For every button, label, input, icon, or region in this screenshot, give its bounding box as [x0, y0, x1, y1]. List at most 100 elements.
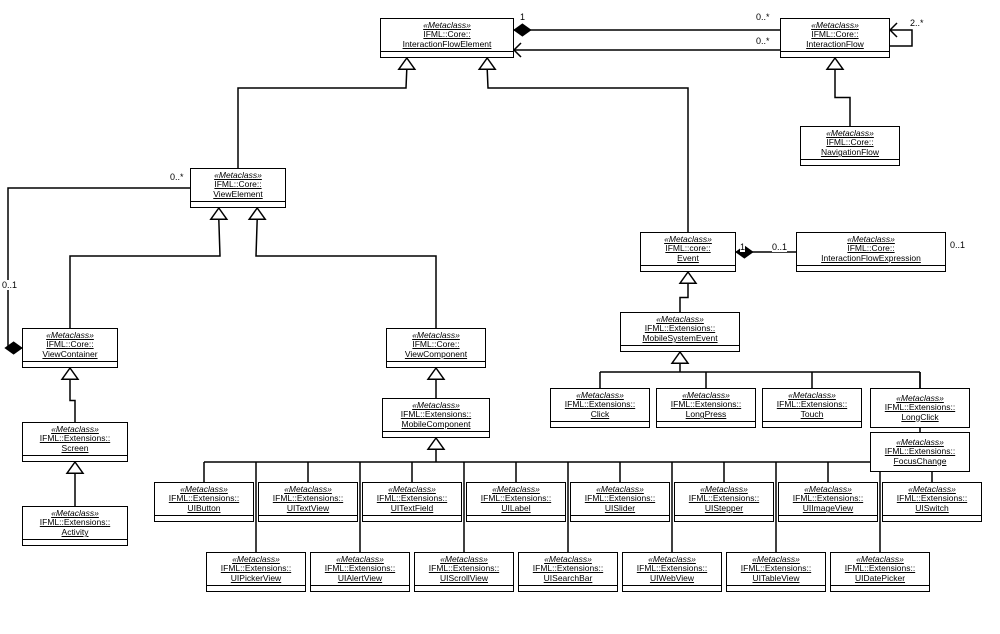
classname: IFML::Extensions::UITextField: [363, 494, 461, 515]
class-longClick: «Metaclass»IFML::Extensions::LongClick: [870, 388, 970, 428]
compartment-separator: [781, 51, 889, 56]
classname: IFML::Extensions::MobileComponent: [383, 410, 489, 431]
compartment-separator: [623, 585, 721, 590]
class-activity: «Metaclass»IFML::Extensions::Activity: [22, 506, 128, 546]
class-uiSearchBar: «Metaclass»IFML::Extensions::UISearchBar: [518, 552, 618, 592]
class-viewComponent: «Metaclass»IFML::Core::ViewComponent: [386, 328, 486, 368]
classname: IFML::Extensions::Touch: [763, 400, 861, 421]
compartment-separator: [779, 515, 877, 520]
classname: IFML::Core::ViewElement: [191, 180, 285, 201]
multiplicity-label: 0..1: [772, 242, 787, 252]
class-uiTableView: «Metaclass»IFML::Extensions::UITableView: [726, 552, 826, 592]
class-uiStepper: «Metaclass»IFML::Extensions::UIStepper: [674, 482, 774, 522]
class-viewElement: «Metaclass»IFML::Core::ViewElement: [190, 168, 286, 208]
class-uiSwitch: «Metaclass»IFML::Extensions::UISwitch: [882, 482, 982, 522]
compartment-separator: [675, 515, 773, 520]
classname: IFML::Extensions::LongPress: [657, 400, 755, 421]
classname: IFML::Extensions::FocusChange: [871, 447, 969, 468]
class-uiButton: «Metaclass»IFML::Extensions::UIButton: [154, 482, 254, 522]
class-interactionFlow: «Metaclass»IFML::Core::InteractionFlow: [780, 18, 890, 58]
compartment-separator: [763, 421, 861, 426]
multiplicity-label: 0..*: [756, 36, 770, 46]
class-click: «Metaclass»IFML::Extensions::Click: [550, 388, 650, 428]
class-uiPickerView: «Metaclass»IFML::Extensions::UIPickerVie…: [206, 552, 306, 592]
multiplicity-label: 1: [520, 12, 525, 22]
multiplicity-label: 0..*: [170, 172, 184, 182]
compartment-separator: [657, 421, 755, 426]
classname: IFML::Extensions::UIImageView: [779, 494, 877, 515]
compartment-separator: [381, 51, 513, 56]
compartment-separator: [207, 585, 305, 590]
class-screen: «Metaclass»IFML::Extensions::Screen: [22, 422, 128, 462]
classname: IFML::Extensions::UITableView: [727, 564, 825, 585]
class-touch: «Metaclass»IFML::Extensions::Touch: [762, 388, 862, 428]
compartment-separator: [883, 515, 981, 520]
compartment-separator: [387, 361, 485, 366]
classname: IFML::Extensions::UISlider: [571, 494, 669, 515]
class-mobileComponent: «Metaclass»IFML::Extensions::MobileCompo…: [382, 398, 490, 438]
compartment-separator: [621, 345, 739, 350]
classname: IFML::Extensions::MobileSystemEvent: [621, 324, 739, 345]
compartment-separator: [801, 159, 899, 164]
compartment-separator: [797, 265, 945, 270]
classname: IFML::Extensions::UIButton: [155, 494, 253, 515]
compartment-separator: [519, 585, 617, 590]
compartment-separator: [551, 421, 649, 426]
class-uiWebView: «Metaclass»IFML::Extensions::UIWebView: [622, 552, 722, 592]
classname: IFML::Extensions::LongClick: [871, 403, 969, 424]
classname: IFML::Extensions::UIScrollView: [415, 564, 513, 585]
classname: IFML::Extensions::UIPickerView: [207, 564, 305, 585]
classname: IFML::Core::InteractionFlowElement: [381, 30, 513, 51]
classname: IFML::Extensions::Click: [551, 400, 649, 421]
classname: IFML::Core::ViewComponent: [387, 340, 485, 361]
compartment-separator: [571, 515, 669, 520]
class-uiScrollView: «Metaclass»IFML::Extensions::UIScrollVie…: [414, 552, 514, 592]
classname: IFML::Extensions::UITextView: [259, 494, 357, 515]
compartment-separator: [363, 515, 461, 520]
classname: IFML::Extensions::UIStepper: [675, 494, 773, 515]
classname: IFML::Core::NavigationFlow: [801, 138, 899, 159]
classname: IFML::Extensions::UIDatePicker: [831, 564, 929, 585]
multiplicity-label: 0..1: [950, 240, 965, 250]
diagram-edges: [0, 0, 1000, 634]
class-uiTextField: «Metaclass»IFML::Extensions::UITextField: [362, 482, 462, 522]
class-uiSlider: «Metaclass»IFML::Extensions::UISlider: [570, 482, 670, 522]
classname: IFML::Extensions::UISwitch: [883, 494, 981, 515]
class-uiLabel: «Metaclass»IFML::Extensions::UILabel: [466, 482, 566, 522]
compartment-separator: [23, 539, 127, 544]
classname: IFML::Core::InteractionFlowExpression: [797, 244, 945, 265]
compartment-separator: [23, 455, 127, 460]
class-interactionFlowElement: «Metaclass»IFML::Core::InteractionFlowEl…: [380, 18, 514, 58]
class-longPress: «Metaclass»IFML::Extensions::LongPress: [656, 388, 756, 428]
multiplicity-label: 0..1: [2, 280, 17, 290]
classname: IFML::Extensions::UISearchBar: [519, 564, 617, 585]
class-viewContainer: «Metaclass»IFML::Core::ViewContainer: [22, 328, 118, 368]
class-focusChange: «Metaclass»IFML::Extensions::FocusChange: [870, 432, 970, 472]
multiplicity-label: 1: [740, 242, 745, 252]
class-interactionFlowExpression: «Metaclass»IFML::Core::InteractionFlowEx…: [796, 232, 946, 272]
compartment-separator: [155, 515, 253, 520]
class-navigationFlow: «Metaclass»IFML::Core::NavigationFlow: [800, 126, 900, 166]
classname: IFML::Core::InteractionFlow: [781, 30, 889, 51]
classname: IFML::Extensions::UIAlertView: [311, 564, 409, 585]
compartment-separator: [191, 201, 285, 206]
compartment-separator: [311, 585, 409, 590]
classname: IFML::Extensions::Screen: [23, 434, 127, 455]
compartment-separator: [383, 431, 489, 436]
compartment-separator: [415, 585, 513, 590]
compartment-separator: [727, 585, 825, 590]
compartment-separator: [259, 515, 357, 520]
compartment-separator: [641, 265, 735, 270]
compartment-separator: [467, 515, 565, 520]
class-uiImageView: «Metaclass»IFML::Extensions::UIImageView: [778, 482, 878, 522]
classname: IFML::Extensions::UIWebView: [623, 564, 721, 585]
compartment-separator: [23, 361, 117, 366]
compartment-separator: [831, 585, 929, 590]
multiplicity-label: 0..*: [756, 12, 770, 22]
class-uiTextView: «Metaclass»IFML::Extensions::UITextView: [258, 482, 358, 522]
class-event: «Metaclass»IFML::core::Event: [640, 232, 736, 272]
multiplicity-label: 2..*: [910, 18, 924, 28]
classname: IFML::Extensions::UILabel: [467, 494, 565, 515]
class-mobileSystemEvent: «Metaclass»IFML::Extensions::MobileSyste…: [620, 312, 740, 352]
class-uiAlertView: «Metaclass»IFML::Extensions::UIAlertView: [310, 552, 410, 592]
